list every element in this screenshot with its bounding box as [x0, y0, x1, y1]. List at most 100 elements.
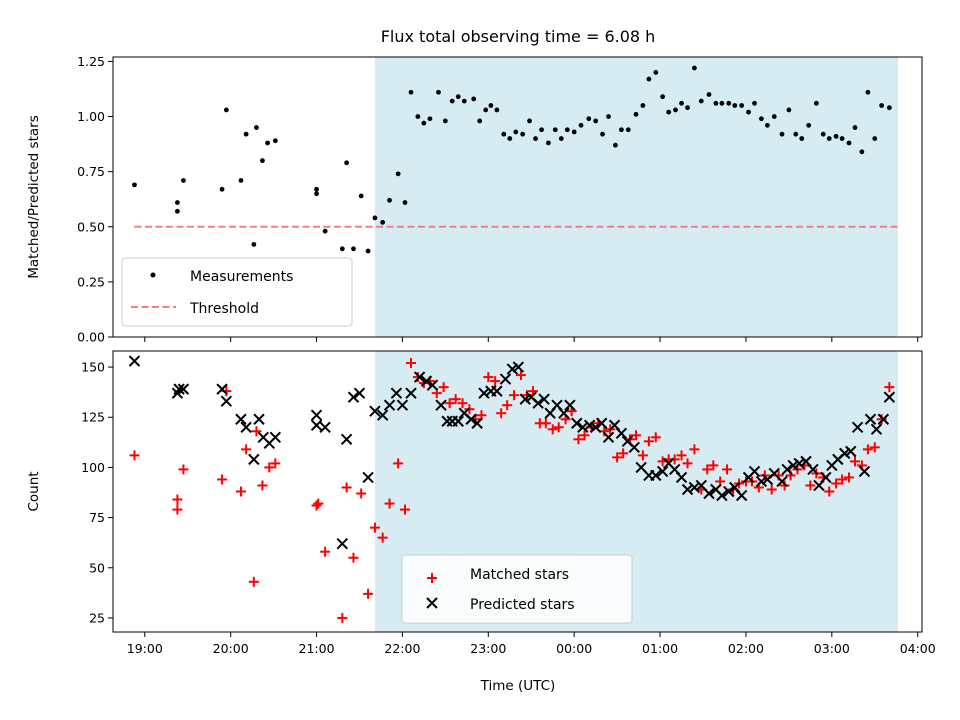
predicted-star-point-b [465, 413, 477, 425]
predicted-star-point-b [820, 471, 832, 484]
measurement-point [408, 89, 414, 95]
predicted-star-point-b [216, 383, 228, 395]
matched-star-point [251, 426, 262, 437]
predicted-star-point [577, 421, 589, 433]
measurement-point [272, 138, 278, 144]
measurement-point [483, 107, 489, 113]
predicted-star-point [426, 379, 439, 391]
predicted-star-point-b [595, 417, 608, 429]
predicted-star-point-b [735, 489, 748, 502]
predicted-star-point-b [471, 417, 483, 429]
measurement-point [358, 193, 364, 199]
matched-star-point [618, 448, 629, 459]
matched-star-point [509, 390, 520, 401]
predicted-star-point-b [583, 419, 596, 431]
predicted-star-point-b [538, 393, 550, 405]
measurement-point [449, 98, 455, 104]
measurement-point [339, 246, 345, 252]
matched-star-point [631, 430, 642, 441]
predicted-star-point-b [390, 387, 403, 399]
predicted-star-point-b [336, 537, 349, 550]
measurement-point [765, 122, 770, 128]
matched-star-point [824, 486, 835, 497]
measurement-point [427, 116, 433, 122]
predicted-star-point-b [668, 463, 681, 476]
measurement-point [546, 140, 551, 146]
matched-star-point [241, 444, 252, 455]
matched-star-point [708, 460, 719, 471]
predicted-star-point [452, 415, 464, 427]
matched-star-point [844, 472, 855, 483]
predicted-star-point-b [858, 465, 871, 478]
matched-star-point [643, 436, 654, 447]
predicted-star-point [681, 483, 694, 496]
predicted-star-point-b [621, 435, 634, 448]
measurement-point [646, 76, 652, 82]
predicted-star-point [340, 433, 353, 446]
measurement-point [806, 122, 812, 128]
matched-star-point [257, 480, 268, 491]
matched-star-point [172, 504, 183, 515]
measurement-point [820, 131, 826, 137]
predicted-star-point-b [405, 387, 417, 399]
measurement-point [436, 89, 441, 95]
predicted-star-point-b [458, 407, 470, 419]
measurement-point [746, 109, 751, 115]
measurement-point [673, 107, 678, 113]
ratio-panel: 0.00 0.25 0.50 0.75 1.00 1.25 Matched/Predict… [26, 54, 923, 345]
x-tick-label: 04:00 [900, 641, 936, 656]
matched-star-point [490, 376, 501, 387]
matched-star-point [444, 398, 455, 409]
x-tick-label: 22:00 [384, 641, 420, 656]
predicted-star-point-b [396, 399, 409, 411]
predicted-star-point-b [883, 391, 896, 403]
predicted-star-point [538, 393, 550, 405]
measurement-point [859, 149, 865, 155]
measurement-point [223, 107, 229, 113]
measurement-point [513, 129, 519, 135]
measurement-point [593, 118, 599, 124]
measurement-point [421, 120, 427, 126]
predicted-star-point-b [420, 375, 433, 387]
matched-star-point [650, 432, 661, 443]
matched-star-point [217, 474, 228, 485]
predicted-star-point [491, 385, 503, 397]
x-axis-label: Time (UTC) [480, 678, 556, 694]
ratio-marks [132, 65, 898, 254]
predicted-star-point [465, 413, 477, 425]
count-y-label: Count [26, 471, 42, 511]
predicted-star-point-b [369, 405, 381, 417]
predicted-star-point-b [776, 475, 788, 488]
predicted-legend-marker [426, 597, 438, 609]
predicted-star-point-b [353, 387, 366, 399]
matched-star-point [483, 372, 494, 383]
matched-star-point [356, 488, 367, 499]
predicted-star-point-b [532, 397, 544, 409]
predicted-star-point [216, 383, 228, 395]
measurement-point [415, 114, 421, 119]
y-tick-label: 0.50 [77, 219, 105, 234]
matched-star-point [369, 522, 380, 533]
measurement-point [527, 118, 532, 124]
ratio-y-ticks: 0.00 0.25 0.50 0.75 1.00 1.25 [77, 54, 113, 345]
predicted-star-point-b [577, 421, 589, 433]
predicted-star-point-b [376, 409, 389, 421]
predicted-star-point-b [499, 373, 512, 385]
matched-star-point [313, 498, 324, 509]
y-tick-label: 1.00 [77, 109, 105, 124]
predicted-star-point [716, 489, 728, 502]
matched-legend-marker [427, 573, 437, 583]
measurement-point [533, 136, 538, 141]
measurement-point [865, 89, 871, 95]
predicted-star-point [177, 383, 190, 395]
matched-star-point [399, 504, 410, 515]
matched-star-point [393, 458, 404, 469]
measurement-point [322, 228, 328, 234]
predicted-star-point-b [310, 409, 323, 421]
y-tick-label: 0.25 [77, 274, 105, 289]
x-tick-label: 02:00 [728, 641, 764, 656]
measurement-point [578, 122, 584, 128]
measurement-point [520, 131, 526, 137]
measurement-point [132, 182, 137, 188]
measurement-point [813, 100, 819, 106]
